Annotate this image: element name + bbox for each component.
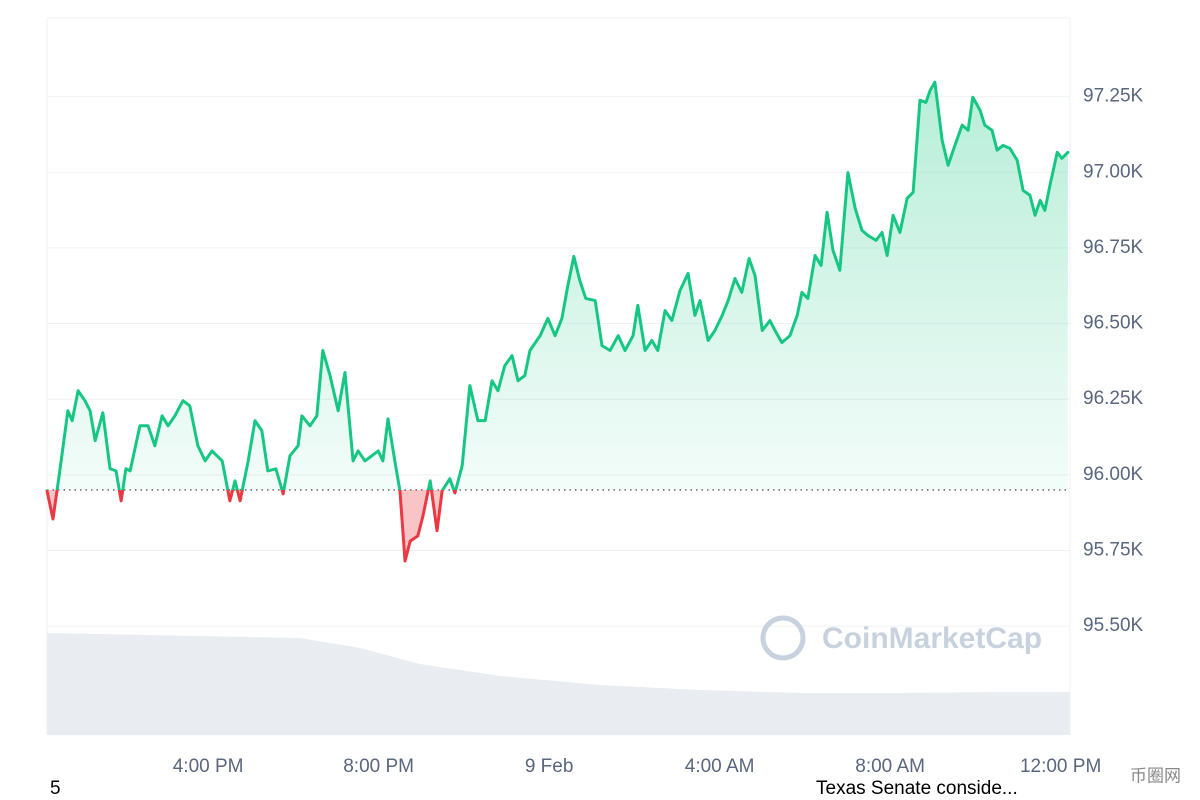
- watermark-logo: [760, 615, 806, 661]
- volume-area: [47, 633, 1070, 735]
- y-tick-label: 95.50K: [1083, 615, 1144, 636]
- x-tick-label: 12:00 PM: [1020, 756, 1101, 777]
- news-ticker[interactable]: Texas Senate conside...: [816, 778, 1018, 799]
- footer-left: 5: [50, 778, 61, 799]
- y-tick-label: 96.50K: [1083, 313, 1144, 334]
- y-tick-label: 95.75K: [1083, 539, 1144, 560]
- y-tick-label: 97.00K: [1083, 161, 1144, 182]
- y-tick-label: 96.75K: [1083, 237, 1144, 258]
- price-area: [47, 82, 1068, 562]
- x-tick-label: 4:00 AM: [685, 756, 755, 777]
- y-tick-label: 96.25K: [1083, 388, 1144, 409]
- watermark-text: CoinMarketCap: [822, 622, 1042, 655]
- x-tick-label: 8:00 AM: [855, 756, 925, 777]
- y-tick-label: 97.25K: [1083, 86, 1144, 107]
- x-tick-label: 4:00 PM: [173, 756, 244, 777]
- watermark: CoinMarketCap: [760, 615, 1042, 661]
- price-line: [45, 80, 1070, 563]
- x-tick-label: 8:00 PM: [343, 756, 414, 777]
- y-tick-label: 96.00K: [1083, 464, 1144, 485]
- x-tick-label: 9 Feb: [525, 756, 574, 777]
- site-watermark: 币圈网: [1130, 766, 1181, 785]
